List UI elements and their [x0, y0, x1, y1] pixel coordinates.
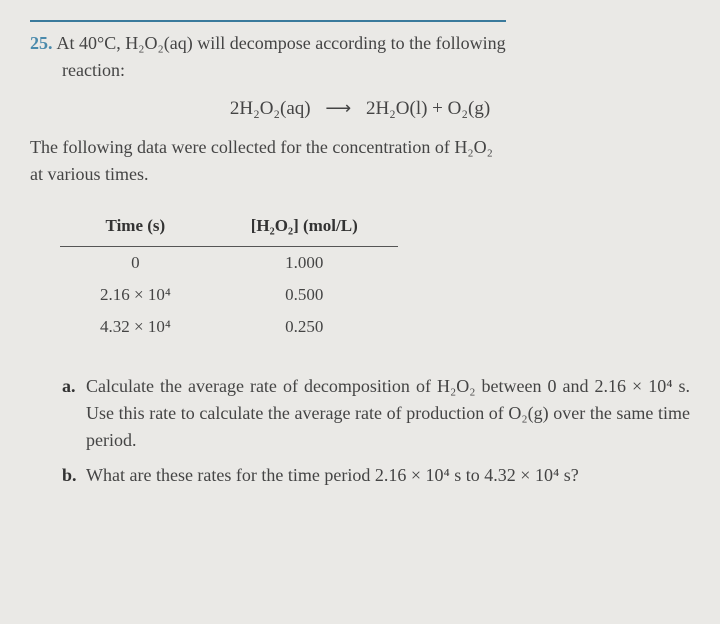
questions-section: a. Calculate the average rate of decompo…: [62, 373, 690, 489]
question-b-label: b.: [62, 462, 86, 489]
time-cell: 2.16 × 10⁴: [60, 279, 211, 311]
equation-right: 2H₂O(l) + O₂(g): [366, 98, 490, 119]
question-a: a. Calculate the average rate of decompo…: [62, 373, 690, 454]
question-a-label: a.: [62, 373, 86, 454]
intro-line1: At 40°C, H₂O₂(aq) will decompose accordi…: [57, 33, 506, 53]
data-intro-line1: The following data were collected for th…: [30, 134, 690, 161]
time-cell: 0: [60, 247, 211, 280]
question-a-text: Calculate the average rate of decomposit…: [86, 373, 690, 454]
conc-cell: 0.500: [211, 279, 398, 311]
conc-cell: 1.000: [211, 247, 398, 280]
time-cell: 4.32 × 10⁴: [60, 311, 211, 343]
table-row: 4.32 × 10⁴ 0.250: [60, 311, 398, 343]
problem-number: 25.: [30, 33, 53, 53]
table-row: 0 1.000: [60, 247, 398, 280]
data-intro-line2: at various times.: [30, 161, 690, 188]
header-concentration: [H₂O₂] (mol/L): [211, 208, 398, 247]
data-intro: The following data were collected for th…: [30, 134, 690, 188]
problem-header: 25. At 40°C, H₂O₂(aq) will decompose acc…: [30, 20, 506, 57]
table-header-row: Time (s) [H₂O₂] (mol/L): [60, 208, 398, 247]
conc-cell: 0.250: [211, 311, 398, 343]
equation-left: 2H₂O₂(aq): [230, 98, 311, 119]
chemical-equation: 2H₂O₂(aq) ⟶ 2H₂O(l) + O₂(g): [30, 98, 690, 120]
question-b-text: What are these rates for the time period…: [86, 462, 690, 489]
intro-line2: reaction:: [62, 57, 690, 84]
question-b: b. What are these rates for the time per…: [62, 462, 690, 489]
table-row: 2.16 × 10⁴ 0.500: [60, 279, 398, 311]
arrow-icon: ⟶: [325, 98, 351, 119]
header-time: Time (s): [60, 208, 211, 247]
data-table: Time (s) [H₂O₂] (mol/L) 0 1.000 2.16 × 1…: [60, 208, 398, 343]
